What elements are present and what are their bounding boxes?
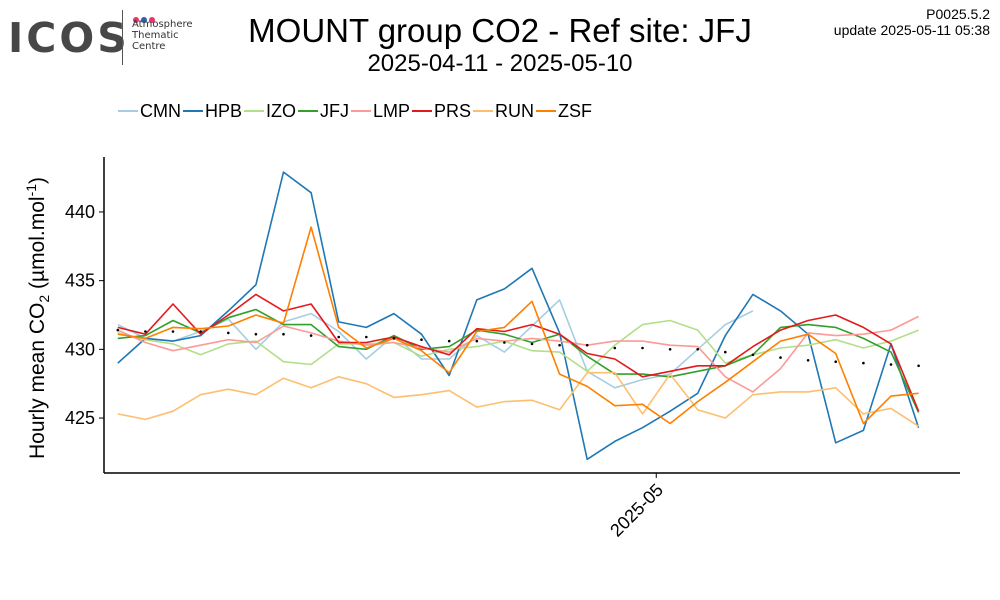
reference-dot [475,339,479,343]
series-line-hpb [117,171,920,461]
reference-dot [641,346,644,350]
reference-dot [144,330,147,333]
icos-logo: ICOS Atmosphere Thematic Centre [8,10,208,70]
reference-dot [337,335,341,339]
legend-item-lmp: LMP [351,101,410,121]
reference-dot [365,335,368,339]
reference-dot [724,350,727,354]
series-line-jfj [117,308,920,413]
logo-caption-line: Thematic [132,30,179,41]
reference-dot [530,342,534,346]
reference-dot [585,343,589,347]
reference-dot [199,330,202,333]
reference-dot [254,332,258,336]
legend-label: IZO [266,101,297,121]
reference-dot [503,341,506,344]
reference-dot [917,364,920,368]
legend-swatch [298,110,319,112]
legend-item-run: RUN [473,101,534,121]
logo-dots [133,10,157,23]
legend-label: PRS [434,101,472,121]
logo-wordmark: ICOS [8,14,130,62]
reference-dot [392,337,396,340]
update-timestamp: update 2025-05-11 05:38 [833,22,990,38]
reference-dot [309,334,313,337]
reference-dot [806,359,810,362]
series-line-run [117,371,920,427]
legend-label: CMN [140,101,181,121]
legend-item-jfj: JFJ [298,101,349,121]
reference-dot [227,331,230,335]
chart-title: MOUNT group CO2 - Ref site: JFJ [248,12,752,49]
legend-swatch [351,110,372,112]
logo-divider [122,10,123,65]
series-layer [116,171,920,461]
legend-label: HPB [205,101,243,121]
legend-item-zsf: ZSF [536,101,592,121]
chart-legend: CMN HPB IZO JFJ LMP PRS RUN ZSF [118,100,594,122]
reference-dot [282,332,285,336]
logo-dot [133,17,139,23]
reference-dot [889,363,893,366]
axes: 425 430 435 440 2025-05 Hourly mean CO2 (µmol… [23,157,960,541]
legend-item-prs: PRS [412,101,471,121]
x-tick-label: 2025-05 [606,480,667,541]
reference-dot [613,346,617,350]
logo-dot [141,17,147,23]
reference-dot [779,356,782,359]
reference-dot [558,343,561,347]
logo-dot [149,17,155,23]
reference-dot [696,348,699,351]
series-line-prs [117,293,920,412]
reference-dot [862,361,865,365]
series-line-zsf [117,226,919,425]
reference-dot [751,353,755,357]
chart-subtitle: 2025-04-11 - 2025-05-10 [367,50,633,77]
legend-swatch [244,110,265,112]
reference-dot [834,360,837,364]
version-info: P0025.5.2 update 2025-05-11 05:38 [834,6,990,38]
legend-swatch [118,110,138,112]
series-line-lmp [117,315,919,393]
legend-item-hpb: HPB [183,101,242,121]
legend-label: ZSF [558,101,593,121]
logo-caption-line: Centre [132,41,166,52]
reference-dot [447,339,451,343]
y-tick-label: 435 [65,271,95,291]
y-tick-label: 425 [65,408,95,428]
y-tick-label: 430 [65,339,95,359]
legend-label: JFJ [320,101,350,121]
legend-label: LMP [373,101,411,121]
series-line-cmn [117,299,754,389]
logo-caption: Atmosphere Thematic Centre [132,19,193,52]
legend-label: RUN [495,101,535,121]
legend-swatch [473,110,494,112]
version-label: P0025.5.2 [926,6,990,22]
legend-swatch [183,110,203,112]
legend-item-cmn: CMN [118,101,181,121]
reference-dot [420,338,423,342]
legend-swatch [536,110,557,112]
legend-swatch [412,110,433,112]
y-axis-label: Hourly mean CO2 (µmol.mol-1) [23,177,52,459]
reference-dot [668,348,672,351]
reference-dot [171,330,175,333]
logo-caption-line: Atmosphere [132,19,193,30]
legend-item-izo: IZO [244,101,296,121]
reference-dot [116,328,120,332]
y-tick-label: 440 [65,202,95,222]
